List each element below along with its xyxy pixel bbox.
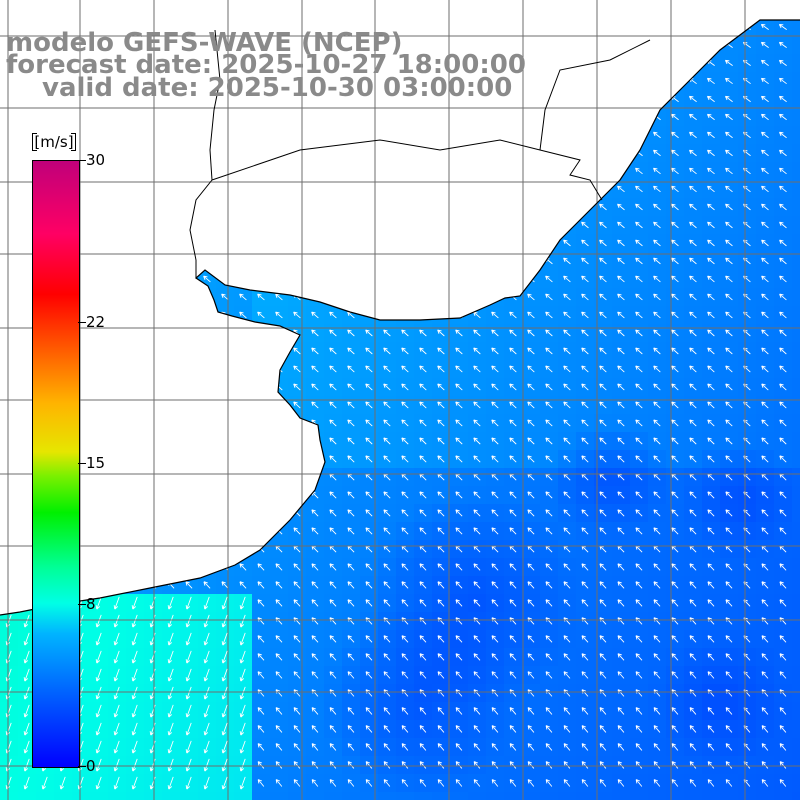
- colorbar-tick: [78, 160, 86, 161]
- colorbar-tick: [78, 766, 86, 767]
- colorbar-tick-label: 30: [86, 151, 106, 169]
- border-line: [189, 29, 651, 278]
- colorbar-tick: [78, 463, 86, 464]
- colorbar-tick-label: 22: [86, 312, 106, 331]
- valid-date: valid date: 2025-10-30 03:00:00: [42, 73, 513, 103]
- colorbar-tick: [78, 321, 86, 323]
- colorbar: [32, 160, 80, 768]
- colorbar-unit-label: [m/s]: [32, 131, 76, 153]
- colorbar-tick-label: 8: [86, 595, 96, 614]
- colorbar-tick-label: 15: [86, 454, 106, 472]
- colorbar-tick: [78, 604, 86, 606]
- colorbar-tick-label: 0: [86, 757, 96, 775]
- forecast-date: forecast date: 2025-10-27 18:00:00: [6, 50, 526, 80]
- coastline: [0, 19, 800, 616]
- model-title: modelo GEFS-WAVE (NCEP): [6, 28, 403, 58]
